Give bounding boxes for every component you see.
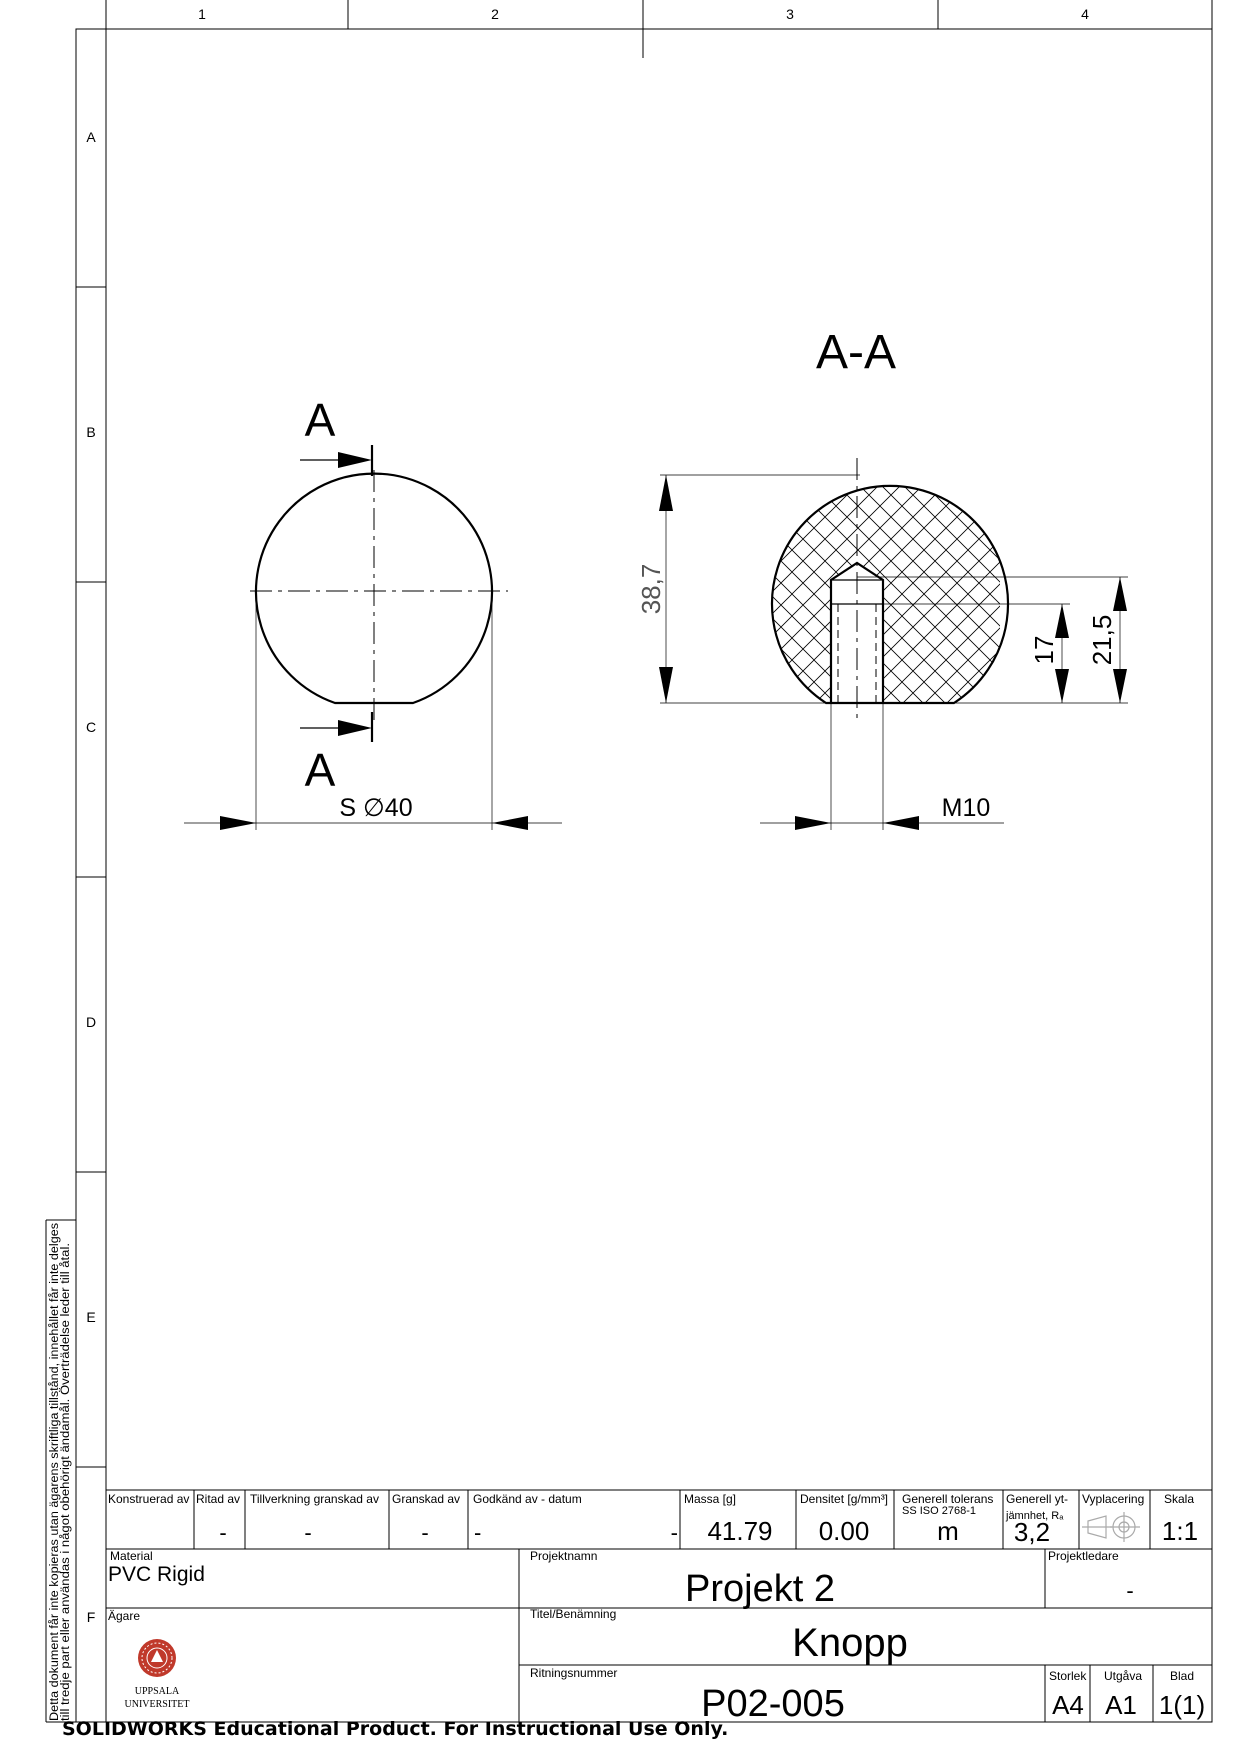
bore-depth-dimension: 21,5 <box>1087 615 1117 666</box>
massa-label: Massa [g] <box>684 1492 736 1506</box>
utgava-label: Utgåva <box>1104 1669 1142 1683</box>
ytjamnhet-label-1: Generell yt- <box>1006 1492 1068 1506</box>
title-block <box>105 1489 1213 1723</box>
tolerans-label-1: Generell tolerans <box>902 1492 993 1506</box>
tolerans-value: m <box>937 1516 959 1546</box>
massa-value: 41.79 <box>707 1516 772 1546</box>
thread-dimension: M10 <box>942 794 991 822</box>
column-label-4: 4 <box>1081 6 1089 22</box>
section-label-top: A <box>305 394 336 446</box>
godkand-label: Godkänd av - datum <box>473 1492 582 1506</box>
blad-label: Blad <box>1170 1669 1194 1683</box>
ritningsnummer-value: P02-005 <box>701 1683 845 1725</box>
row-label-e: E <box>86 1309 95 1325</box>
disclaimer-line-2: till tredje part eller användas i något … <box>60 1243 72 1721</box>
dim-arrow-left <box>220 816 256 830</box>
section-outline <box>770 484 1010 705</box>
material-label: Material <box>110 1549 153 1563</box>
densitet-value: 0.00 <box>819 1516 870 1546</box>
ytjamnhet-label-2: jämnhet, Rₐ <box>1005 1510 1064 1522</box>
utgava-value: A1 <box>1105 1690 1137 1720</box>
disclaimer: Detta dokument får inte kopieras utan äg… <box>49 1223 72 1721</box>
section-view-title: A-A <box>816 326 896 379</box>
row-label-b: B <box>86 424 95 440</box>
disclaimer-line-1: Detta dokument får inte kopieras utan äg… <box>49 1223 61 1721</box>
ritningsnummer-label: Ritningsnummer <box>530 1666 617 1680</box>
column-label-2: 2 <box>491 6 499 22</box>
educational-footer: SOLIDWORKS Educational Product. For Inst… <box>62 1718 729 1740</box>
densitet-label: Densitet [g/mm³] <box>800 1492 888 1506</box>
section-arrow-top <box>338 452 372 468</box>
row-label-f: F <box>87 1609 96 1625</box>
tillverkning-label: Tillverkning granskad av <box>250 1492 379 1506</box>
projektnamn-value: Projekt 2 <box>685 1568 835 1610</box>
ritad-label: Ritad av <box>196 1492 240 1506</box>
section-hatching <box>772 485 1000 703</box>
blad-value: 1(1) <box>1159 1690 1205 1720</box>
thread-depth-dimension: 17 <box>1029 636 1059 665</box>
skala-label: Skala <box>1164 1492 1194 1506</box>
projektnamn-label: Projektnamn <box>530 1549 597 1563</box>
godkand-value-left: - <box>474 1520 481 1545</box>
storlek-value: A4 <box>1052 1690 1084 1720</box>
row-label-d: D <box>86 1014 96 1030</box>
diameter-dimension: S ∅40 <box>339 794 412 822</box>
dim-arrow-right <box>492 816 528 830</box>
tillverkning-value: - <box>304 1520 311 1545</box>
ritad-value: - <box>219 1520 226 1545</box>
front-view: A A S ∅40 <box>184 394 562 830</box>
storlek-label: Storlek <box>1049 1669 1087 1683</box>
university-seal-icon <box>138 1639 176 1677</box>
konstruerad-label: Konstruerad av <box>108 1492 189 1506</box>
vyplacering-label: Vyplacering <box>1082 1492 1144 1506</box>
projection-symbol-icon <box>1082 1512 1140 1542</box>
sheet-frame <box>45 0 1213 1723</box>
height-dimension: 38,7 <box>636 564 666 615</box>
material-value: PVC Rigid <box>108 1563 205 1586</box>
titel-value: Knopp <box>792 1621 908 1665</box>
tolerans-label-2: SS ISO 2768-1 <box>902 1505 976 1517</box>
skala-value: 1:1 <box>1162 1516 1198 1546</box>
section-arrow-bottom <box>338 720 372 736</box>
granskad-label: Granskad av <box>392 1492 460 1506</box>
agare-label: Ägare <box>108 1609 140 1623</box>
granskad-value: - <box>421 1520 428 1545</box>
projektledare-label: Projektledare <box>1048 1549 1119 1563</box>
titel-label: Titel/Benämning <box>530 1607 616 1621</box>
ytjamnhet-value: 3,2 <box>1014 1517 1050 1547</box>
logo-text-1: UPPSALA <box>135 1686 180 1697</box>
column-label-1: 1 <box>198 6 206 22</box>
column-label-3: 3 <box>786 6 794 22</box>
row-label-c: C <box>86 719 96 735</box>
section-label-bottom: A <box>305 744 336 796</box>
section-view: A-A 38,7 17 21,5 M10 <box>636 326 1128 830</box>
logo-text-2: UNIVERSITET <box>125 1699 190 1710</box>
projektledare-value: - <box>1126 1578 1133 1603</box>
row-label-a: A <box>86 129 96 145</box>
knob-outline <box>254 472 494 705</box>
godkand-value-right: - <box>671 1520 678 1545</box>
